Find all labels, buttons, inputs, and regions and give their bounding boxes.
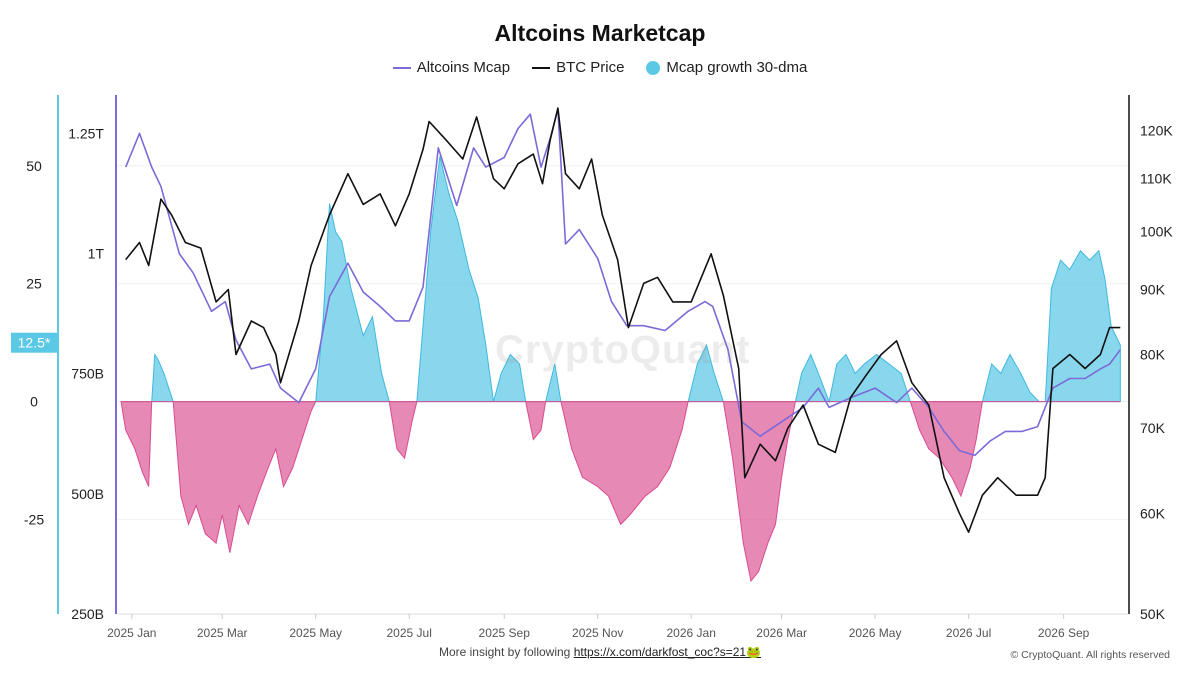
mcap-tick-label: 500B (71, 486, 104, 502)
growth-tick-label: 0 (30, 394, 38, 410)
growth-tick-label: 50 (26, 158, 42, 174)
x-tick-label: 2025 Sep (479, 626, 531, 640)
btc-tick-label: 80K (1140, 347, 1166, 363)
altcoins-mcap-line (124, 108, 1121, 457)
x-tick-label: 2026 Mar (756, 626, 807, 640)
btc-tick-label: 70K (1140, 420, 1166, 436)
current-value-label: 12.5* (18, 335, 51, 351)
btc-tick-label: 100K (1140, 223, 1173, 239)
legend-dot-icon (646, 60, 661, 75)
mcap-tick-label: 1.25T (68, 125, 104, 141)
x-tick-label: 2025 Mar (197, 626, 248, 640)
x-tick-label: 2026 May (849, 626, 902, 640)
mcap-tick-label: 250B (71, 606, 104, 622)
x-tick-label: 2026 Sep (1038, 626, 1090, 640)
footer-text: More insight by following (438, 645, 574, 659)
legend-item-mcap-growth[interactable]: Mcap growth 30-dma (646, 59, 807, 76)
legend: Altcoins Mcap BTC Price Mcap growth 30-d… (0, 59, 1200, 76)
growth-area-negative (120, 401, 1121, 583)
footer-link[interactable]: https://x.com/darkfost_coc?s=21🐸 (573, 645, 762, 659)
growth-tick-label: 25 (26, 276, 42, 292)
axes (57, 95, 1130, 615)
mcap-tick-label: 750B (71, 366, 104, 382)
legend-line-icon (392, 66, 411, 69)
growth-area-negative-path (120, 401, 1121, 583)
legend-label: Mcap growth 30-dma (666, 59, 808, 76)
chart-title: Altcoins Marketcap (494, 20, 706, 46)
legend-label: BTC Price (556, 59, 625, 76)
btc-tick-label: 120K (1140, 123, 1173, 139)
btc-tick-label: 110K (1140, 171, 1172, 187)
mcap-tick-label: 1T (88, 246, 105, 262)
tick-labels: 50 25 0 -25 1.25T 1T 750B 500B 250B 120K 110K 100K 9… (11, 123, 1173, 640)
btc-tick-label: 50K (1140, 606, 1166, 622)
footer: More insight by following https://x.com/… (0, 645, 1200, 659)
btc-tick-label: 60K (1140, 505, 1166, 521)
x-tick-label: 2025 May (289, 626, 342, 640)
btc-tick-label: 90K (1140, 281, 1166, 297)
current-value-badge (11, 332, 57, 353)
x-tick-label: 2025 Jan (107, 626, 156, 640)
legend-line-icon (532, 66, 551, 69)
x-tick-label: 2026 Jul (946, 626, 991, 640)
series-lines (124, 107, 1121, 533)
x-tick-label: 2026 Jan (667, 626, 716, 640)
legend-item-btc-price[interactable]: BTC Price (532, 59, 624, 76)
x-tick-label: 2025 Jul (387, 626, 432, 640)
copyright: © CryptoQuant. All rights reserved (1010, 649, 1170, 661)
x-tick-label: 2025 Nov (572, 626, 623, 640)
btc-price-line (125, 107, 1121, 533)
legend-label: Altcoins Mcap (416, 59, 511, 76)
legend-item-altcoins-mcap[interactable]: Altcoins Mcap (392, 59, 511, 76)
growth-tick-label: -25 (24, 512, 44, 528)
